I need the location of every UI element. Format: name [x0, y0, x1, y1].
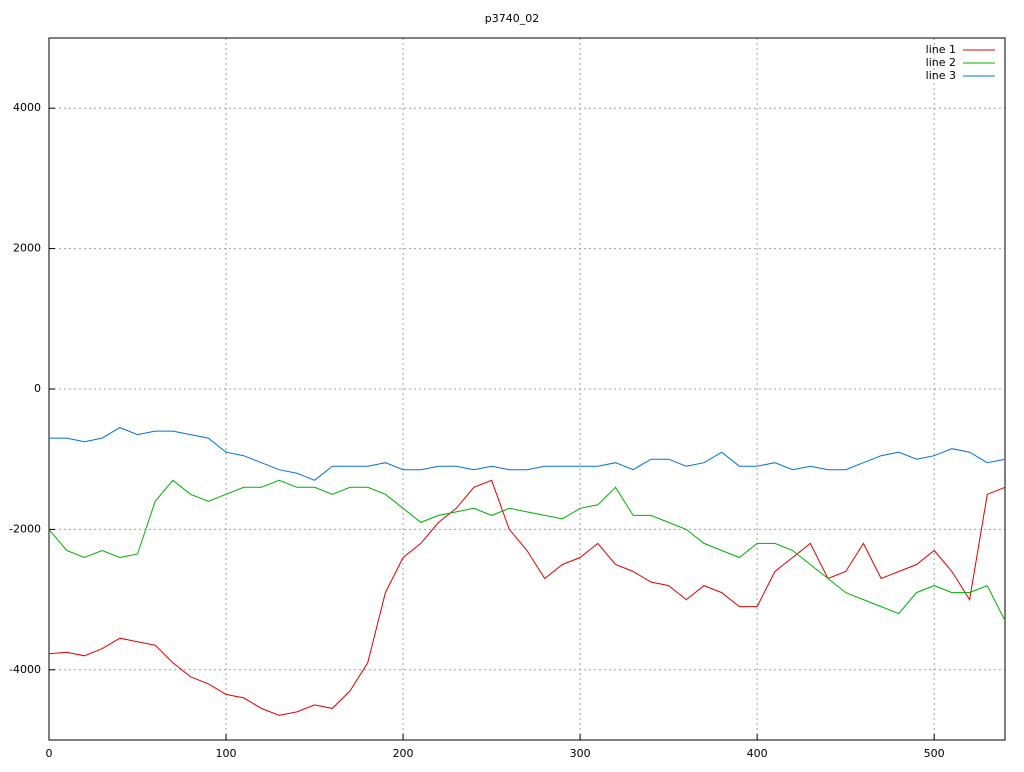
series-line: [49, 427, 1006, 481]
series-line: [48, 479, 1006, 716]
chart-title: p3740_02: [485, 12, 539, 25]
plot-border: [48, 37, 1006, 741]
x-tick-label: 500: [924, 747, 945, 760]
legend-label: line 2: [926, 56, 956, 69]
x-tick-label: 400: [747, 747, 768, 760]
x-tick-label: 100: [216, 747, 237, 760]
x-tick-label: 300: [570, 747, 591, 760]
y-tick-label: -2000: [9, 522, 41, 535]
x-tick-label: 0: [46, 747, 53, 760]
legend-label: line 3: [926, 69, 956, 82]
legend-label: line 1: [926, 43, 956, 56]
x-tick-label: 200: [393, 747, 414, 760]
y-tick-label: 2000: [13, 242, 41, 255]
y-tick-label: -4000: [9, 663, 41, 676]
y-tick-label: 0: [34, 382, 41, 395]
series-line: [48, 479, 1006, 621]
y-tick-label: 4000: [13, 101, 41, 114]
